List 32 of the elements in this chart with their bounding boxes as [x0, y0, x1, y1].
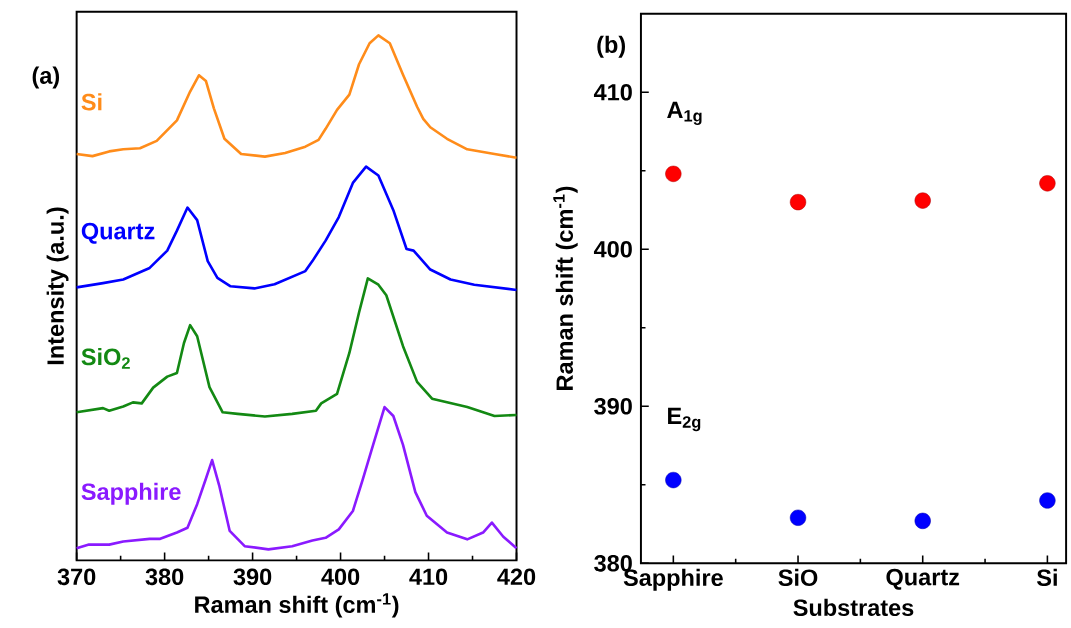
point [1039, 175, 1056, 192]
point [914, 192, 931, 209]
x-tick-label: 380 [145, 568, 184, 586]
series-label: E$_{2g}$ [668, 407, 701, 432]
x-tick-label: 370 [57, 568, 96, 586]
y-axis-title: Intensity (a.u.) [46, 207, 69, 365]
series-label: SiO$_{2}$ [81, 348, 130, 369]
point [665, 471, 682, 489]
series-label: A$_{1g}$ [667, 101, 702, 125]
x-tick-label: Si [1036, 568, 1057, 587]
x-tick-label: Quartz [886, 568, 960, 590]
y-tick-label: 400 [593, 240, 632, 258]
text: (b) [597, 35, 626, 58]
point [914, 512, 931, 530]
y-tick-label: 410 [593, 83, 632, 101]
y-tick-label: 390 [594, 397, 632, 415]
point [665, 165, 682, 182]
y-axis-title: Raman shift (cm$^{-1}$) [553, 186, 578, 390]
x-tick-label: 400 [321, 568, 360, 586]
series-label: Si [81, 93, 102, 111]
x-tick-label: 390 [233, 568, 272, 586]
point [789, 509, 807, 526]
x-axis-title: Substrates [793, 598, 914, 617]
point [789, 194, 807, 211]
text: (a) [32, 66, 60, 89]
series-label: Quartz [81, 222, 155, 244]
series-label: Sapphire [81, 482, 181, 505]
x-tick-label: 410 [409, 568, 448, 586]
x-axis-title: Raman shift (cm$^{-1}$) [195, 593, 399, 618]
point [1039, 492, 1056, 509]
x-tick-label: SiO [778, 568, 818, 587]
x-tick-label: 420 [497, 568, 536, 586]
